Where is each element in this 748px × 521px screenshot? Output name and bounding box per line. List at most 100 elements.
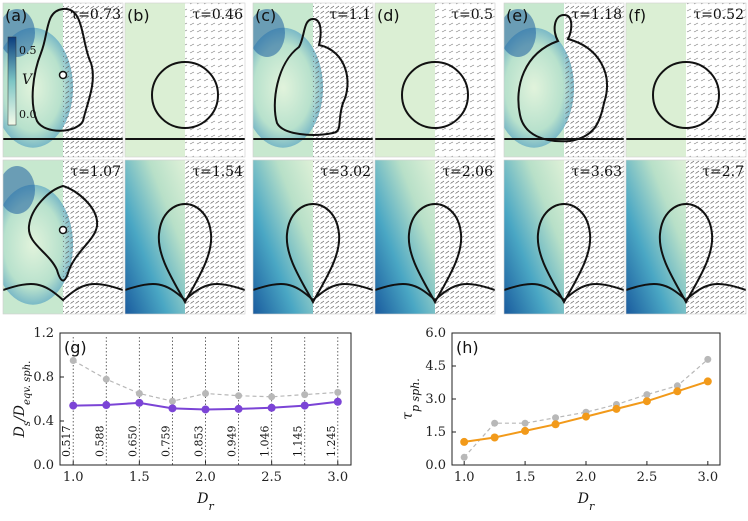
series-point-orange	[673, 387, 682, 396]
panel-content	[375, 3, 495, 157]
series-point-purple	[267, 403, 276, 412]
velocity-field-left	[253, 160, 313, 314]
series-point-orange	[582, 412, 590, 421]
annotation-label: 0.949	[226, 426, 239, 458]
panel-tau-label: τ=2.7	[702, 164, 744, 180]
series-point-orange	[612, 404, 621, 413]
panel-letter: (d)	[377, 6, 400, 25]
panel-tau-label: τ=1.18	[571, 7, 622, 23]
panel-r1c1: τ=1.54	[124, 159, 246, 315]
panel-tau-label: τ=2.06	[442, 164, 493, 180]
panel-border	[625, 2, 747, 158]
series-point-grey	[268, 393, 276, 401]
bubble-outline	[151, 61, 219, 129]
quiver-field-right	[185, 160, 245, 314]
y-tick-label: 0.8	[33, 370, 54, 385]
panel-border	[374, 159, 496, 315]
panel-border	[625, 159, 747, 315]
velocity-hotspot	[253, 9, 285, 57]
bubble-outline	[658, 202, 714, 305]
quiver-field-right	[564, 160, 624, 314]
panel-content	[504, 3, 624, 157]
series-point-grey	[102, 375, 110, 383]
series-point-purple	[168, 404, 177, 413]
panel-tau-label: τ=3.63	[571, 164, 622, 180]
panel-border	[124, 2, 246, 158]
panel-tau-label: τ=3.02	[320, 164, 371, 180]
y-axis-label: Ds/Deqv. sph.	[12, 361, 33, 439]
bubble-outline	[652, 61, 720, 129]
y-tick-label: 3.0	[425, 392, 446, 407]
series-point-grey	[202, 390, 209, 397]
series-point-purple	[69, 401, 78, 410]
series-point-orange	[521, 426, 530, 435]
series-point-grey	[552, 414, 560, 422]
colorbar-label: V	[22, 72, 34, 88]
panel-r1c4: τ=3.63	[503, 159, 625, 315]
annotation-label: 0.588	[93, 426, 106, 458]
annotation-label: 0.759	[159, 426, 172, 458]
bubble-outline	[273, 17, 349, 136]
panel-tau-label: τ=0.5	[451, 7, 493, 23]
bubble-outline	[157, 202, 213, 305]
panel-border	[2, 159, 124, 315]
series-point-grey	[673, 382, 681, 390]
panel-border	[2, 2, 124, 158]
panel-border	[252, 159, 374, 315]
panel-r1c0: τ=1.07	[2, 159, 124, 315]
panel-tau-label: τ=1.1	[329, 7, 371, 23]
velocity-field-left	[504, 160, 564, 314]
series-point-orange	[642, 397, 651, 406]
x-tick-label: 2.5	[637, 470, 658, 485]
panel-border	[503, 2, 625, 158]
inner-droplet	[58, 225, 68, 235]
series-point-purple	[201, 405, 210, 414]
x-tick-label: 3.0	[327, 470, 348, 485]
quiver-field-right	[435, 160, 495, 314]
bubble-outline	[27, 184, 99, 282]
panel-c: (c) τ=1.1	[252, 2, 374, 158]
x-tick-label: 1.5	[129, 470, 150, 485]
velocity-blob	[3, 184, 73, 305]
x-tick-label: 2.0	[576, 470, 597, 485]
panel-b: (b) τ=0.46	[124, 2, 246, 158]
series-point-orange	[490, 433, 499, 442]
free-surface-line	[3, 283, 123, 302]
panel-border	[374, 2, 496, 158]
annotation-label: 1.046	[259, 426, 272, 458]
annotation-label: 0.517	[60, 426, 73, 458]
panel-border	[503, 159, 625, 315]
quiver-field-right	[564, 3, 624, 157]
x-tick-label: 1.0	[63, 470, 84, 485]
colorbar: 0.5 V 0.0	[7, 36, 37, 126]
annotation-label: 1.145	[292, 426, 305, 458]
velocity-field-left	[125, 160, 185, 314]
annotation-label: 0.650	[126, 426, 139, 458]
panel-tau-label: τ=1.54	[192, 164, 243, 180]
y-tick-label: 0.0	[425, 458, 446, 473]
colorbar-tick-low: 0.0	[19, 108, 37, 121]
colorbar-tick-high: 0.5	[19, 44, 37, 57]
panel-content	[253, 3, 373, 157]
y-tick-label: 4.5	[425, 359, 446, 374]
panel-content	[253, 160, 373, 314]
quiver-field-right	[313, 160, 373, 314]
quiver-field-right	[313, 3, 373, 157]
series-point-grey	[521, 419, 529, 427]
series-point-purple	[102, 401, 111, 410]
series-point-grey	[235, 392, 243, 400]
panel-letter: (b)	[127, 6, 150, 25]
x-tick-label: 1.0	[454, 470, 475, 485]
annotation-label: 0.853	[193, 426, 206, 458]
panel-letter: (a)	[5, 6, 27, 25]
panel-tau-label: τ=1.07	[70, 164, 121, 180]
chart-h: 1.0 1.5 2.0 2.5 3.0 0.0 1.5 3.0 4.5 6.0 (h) Dr τp sp…	[400, 326, 721, 513]
panel-f: (f) τ=0.52	[625, 2, 747, 158]
plot-frame	[451, 332, 721, 466]
panel-tau-label: τ=0.52	[693, 7, 744, 23]
panel-tau-label: τ=0.46	[192, 7, 243, 23]
colorbar-gradient	[7, 36, 17, 126]
annotation-label: 1.245	[325, 426, 338, 458]
